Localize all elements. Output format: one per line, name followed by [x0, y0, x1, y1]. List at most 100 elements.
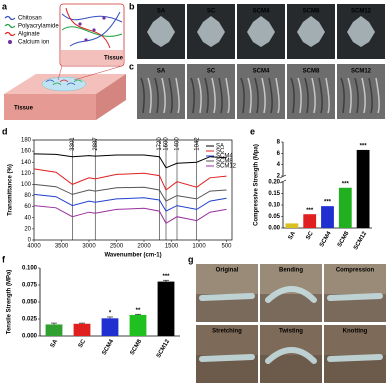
texture	[340, 77, 345, 114]
y-tick-label: 0	[28, 238, 32, 244]
photo-label: SCM8	[303, 9, 320, 15]
panel-letter: f	[2, 254, 6, 264]
y-tick-label: 6	[277, 151, 281, 157]
photo-label: SA	[157, 9, 166, 15]
tissue-label: Tissue	[14, 106, 34, 112]
inset-tissue	[61, 50, 123, 65]
x-tick-label: SCM12	[156, 338, 172, 359]
peak-label: 1042	[194, 137, 200, 151]
panel-letter: e	[250, 126, 255, 136]
texture	[347, 77, 352, 114]
connector	[73, 65, 123, 81]
ion	[84, 38, 88, 42]
photo-label: Bending	[279, 268, 303, 274]
significance: ***	[324, 200, 332, 206]
spectrum	[33, 153, 227, 169]
legend-label: SCM8	[216, 159, 233, 165]
y-tick-label: 0.050	[22, 300, 38, 306]
legend-line	[4, 31, 16, 37]
x-tick-label: 3000	[82, 244, 96, 250]
texture	[354, 77, 359, 114]
y-axis-label: Compressive Strength (Mpa)	[254, 144, 260, 226]
legend-label: Chitosan	[18, 16, 42, 22]
hydrogel-sample	[265, 347, 317, 364]
y-axis-label: Transmittance (%)	[8, 164, 14, 216]
texture	[275, 77, 280, 114]
texture	[240, 77, 245, 114]
significance: ***	[306, 208, 314, 214]
bar	[321, 206, 334, 228]
panel-letter: a	[2, 1, 8, 11]
y-tick-label: 0.05	[268, 214, 280, 220]
y-tick-label: 0.100	[22, 266, 38, 272]
hydrogel	[41, 76, 87, 92]
network	[52, 82, 62, 86]
photo-label: SCM4	[253, 69, 270, 75]
texture	[290, 77, 295, 114]
legend-line	[4, 15, 16, 21]
bar	[356, 149, 370, 228]
hydrogel-sample	[199, 293, 255, 301]
photo-label: Compression	[336, 268, 375, 274]
peak-label: 2887	[93, 137, 99, 151]
y-tick-label: 140	[21, 160, 32, 166]
tissue-side	[96, 74, 126, 120]
texture	[268, 77, 273, 114]
x-tick-label: 3500	[55, 244, 69, 250]
texture	[368, 77, 373, 114]
legend-label: SC	[216, 149, 225, 155]
ion	[92, 28, 96, 32]
x-tick-label: 1500	[165, 244, 179, 250]
photo-label: Stretching	[212, 329, 242, 335]
y-tick-label: 0.10	[268, 203, 280, 209]
significance: ***	[360, 144, 368, 150]
ion	[78, 22, 82, 26]
texture	[168, 77, 173, 114]
gel	[247, 16, 275, 47]
panel-letter: c	[129, 61, 134, 71]
y-tick-label: 180	[21, 138, 32, 144]
texture	[254, 77, 259, 114]
gel	[347, 16, 375, 47]
bar	[129, 314, 147, 336]
chain	[65, 7, 111, 49]
legend-line	[4, 23, 16, 29]
texture	[197, 77, 202, 114]
y-tick-label: 80	[24, 193, 31, 199]
tissue-front	[4, 94, 96, 120]
texture	[247, 77, 252, 114]
texture	[297, 77, 302, 114]
spectrum	[33, 205, 227, 224]
spectrum	[33, 193, 227, 212]
texture	[261, 77, 266, 114]
y-tick-label: 160	[21, 149, 32, 155]
photo-label: SC	[207, 69, 216, 75]
x-tick-label: SA	[288, 230, 298, 241]
photo-label: Knotting	[343, 329, 368, 335]
x-tick-label: 500	[221, 244, 232, 250]
peak-label: 1720	[157, 137, 163, 151]
photo-label: SCM4	[253, 9, 270, 15]
bar	[338, 187, 352, 228]
photo-label: SCM8	[303, 69, 320, 75]
y-tick-label: 0.075	[22, 283, 38, 289]
texture	[375, 77, 380, 114]
texture	[190, 77, 195, 114]
x-tick-label: SC	[78, 338, 88, 349]
y-tick-label: 40	[24, 215, 31, 221]
plot-frame	[33, 139, 233, 241]
photo-label: SA	[157, 69, 166, 75]
texture	[225, 77, 230, 114]
y-tick-label: 2	[277, 174, 281, 180]
chain	[61, 26, 123, 37]
inset-label: Tissue	[104, 56, 124, 62]
legend-label: Alginate	[18, 32, 40, 38]
x-axis-label: Wavenumber (cm-1)	[104, 253, 161, 259]
network	[73, 79, 83, 83]
photo-label: Twisting	[279, 329, 303, 335]
legend-label: SA	[216, 144, 224, 150]
bar	[101, 318, 119, 336]
hydrogel-sample	[327, 293, 383, 301]
